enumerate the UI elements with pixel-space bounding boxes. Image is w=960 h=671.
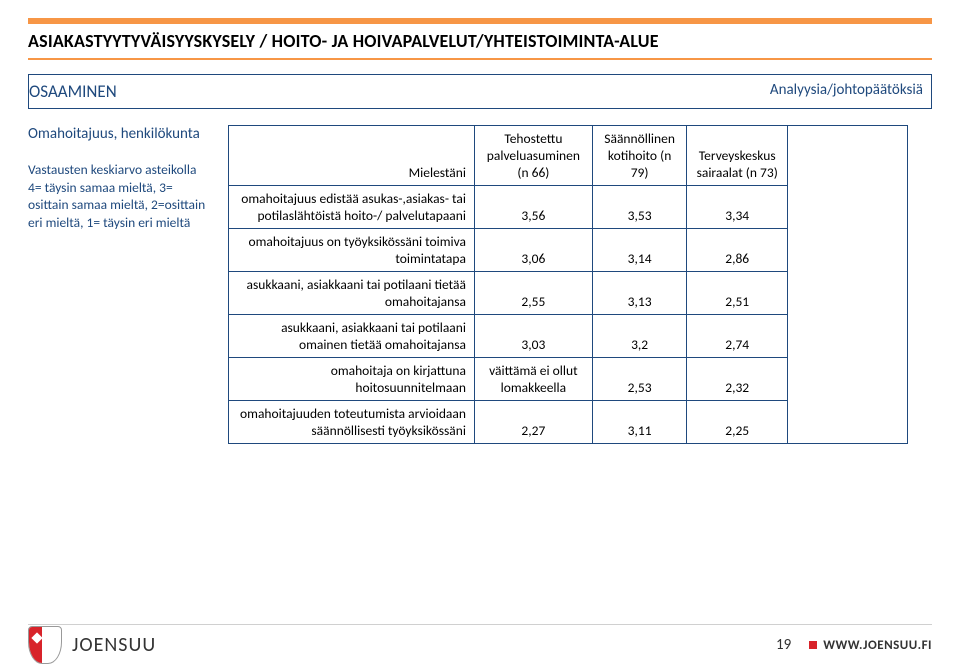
table-cell: 3,14 [592,229,687,272]
table-cell: 3,56 [474,186,592,229]
table-cell: 2,74 [687,315,788,358]
table-cell: 3,34 [687,186,788,229]
table-row: omahoitaja on kirjattuna hoitosuunnitelm… [229,358,788,401]
accent-divider [28,58,932,60]
table-cell: 2,27 [474,401,592,444]
table-row: asukkaani, asiakkaani tai potilaani omai… [229,315,788,358]
footer-url: WWW.JOENSUU.FI [823,638,932,653]
table-row: omahoitajuus edistää asukas-,asiakas- ta… [229,186,788,229]
table-cell: 3,11 [592,401,687,444]
table-header-row: Mielestäni Tehostettu palveluasuminen (n… [229,126,788,186]
row-label: omahoitajuus on työyksikössäni toimiva t… [229,229,475,272]
table-cell: 3,2 [592,315,687,358]
table-cell: 2,53 [592,358,687,401]
bullet-icon [809,641,817,649]
data-table: Mielestäni Tehostettu palveluasuminen (n… [228,125,788,444]
table-cell: 3,06 [474,229,592,272]
col-header-3: Terveyskeskus sairaalat (n 73) [687,126,788,186]
col-header-1: Tehostettu palveluasuminen (n 66) [474,126,592,186]
table-cell: 2,51 [687,272,788,315]
table-cell: 2,55 [474,272,592,315]
brand-name: JOENSUU [72,633,156,657]
section-title: OSAAMINEN [28,74,208,109]
row-label: asukkaani, asiakkaani tai potilaani tiet… [229,272,475,315]
row-label: omahoitaja on kirjattuna hoitosuunnitelm… [229,358,475,401]
table-row: asukkaani, asiakkaani tai potilaani tiet… [229,272,788,315]
row-label: asukkaani, asiakkaani tai potilaani omai… [229,315,475,358]
section-right-label: Analyysia/johtopäätöksiä [762,74,932,109]
table-cell: 2,32 [687,358,788,401]
table-cell: 3,03 [474,315,592,358]
col-header-2: Säännöllinen kotihoito (n 79) [592,126,687,186]
page-title: ASIAKASTYYTYVÄISYYSKYSELY / HOITO- JA HO… [28,30,932,52]
left-scale-note: Vastausten keskiarvo asteikolla 4= täysi… [28,161,212,231]
table-cell: 3,53 [592,186,687,229]
footer: JOENSUU 19 WWW.JOENSUU.FI [0,625,960,671]
table-cell: 2,86 [687,229,788,272]
table-cell: 3,13 [592,272,687,315]
row-label: omahoitajuus edistää asukas-,asiakas- ta… [229,186,475,229]
table-row: omahoitajuuden toteutumista arvioidaan s… [229,401,788,444]
logo-shield-icon [28,626,62,664]
table-row: omahoitajuus on työyksikössäni toimiva t… [229,229,788,272]
left-heading: Omahoitajuus, henkilökunta [28,125,212,143]
table-cell: 2,25 [687,401,788,444]
section-spacer [208,74,762,109]
accent-top-bar [28,18,932,24]
footer-url-box: WWW.JOENSUU.FI [809,638,932,653]
left-column: Omahoitajuus, henkilökunta Vastausten ke… [28,125,228,231]
col-header-0: Mielestäni [229,126,475,186]
section-header-row: OSAAMINEN Analyysia/johtopäätöksiä [28,74,932,109]
analysis-empty-column [788,125,908,444]
table-cell: väittämä ei ollut lomakkeella [474,358,592,401]
page-number: 19 [776,636,791,654]
row-label: omahoitajuuden toteutumista arvioidaan s… [229,401,475,444]
